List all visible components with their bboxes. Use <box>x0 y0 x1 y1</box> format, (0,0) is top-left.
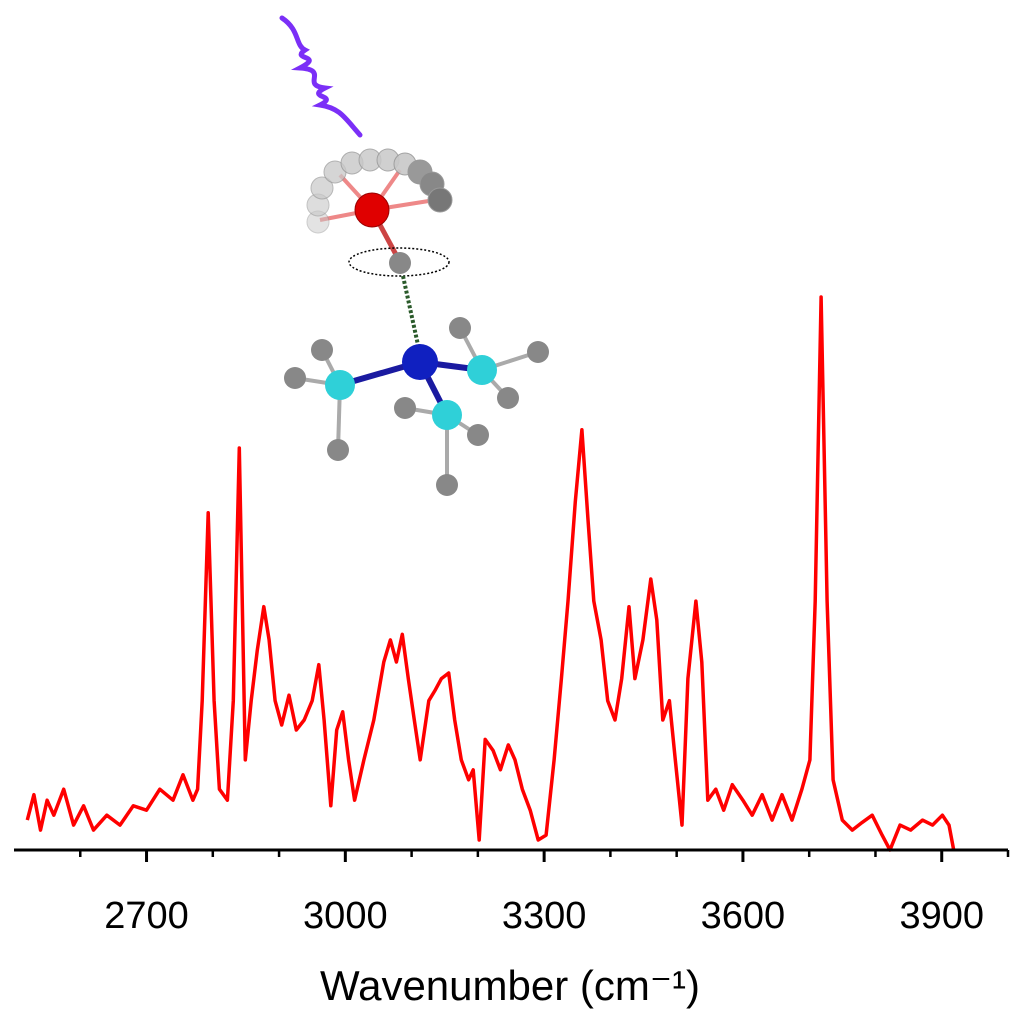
x-tick-label: 2700 <box>104 895 189 937</box>
x-tick-label: 3600 <box>701 895 786 937</box>
hydrogen-atom <box>389 252 411 274</box>
x-axis-label: Wavenumber (cm⁻¹) <box>320 962 700 1009</box>
oxygen-atom <box>354 192 390 228</box>
x-tick-label: 3000 <box>303 895 388 937</box>
x-tick-label: 3300 <box>502 895 587 937</box>
hydrogen-bond <box>401 275 420 346</box>
trimethylamine <box>284 317 549 496</box>
photon-squiggle <box>279 15 363 138</box>
x-tick-label: 3900 <box>899 895 984 937</box>
rotation-arrow <box>348 247 450 277</box>
spectrum-line <box>25 295 956 852</box>
molecule-illustration <box>279 15 549 496</box>
hydrogen-fan <box>306 148 453 234</box>
